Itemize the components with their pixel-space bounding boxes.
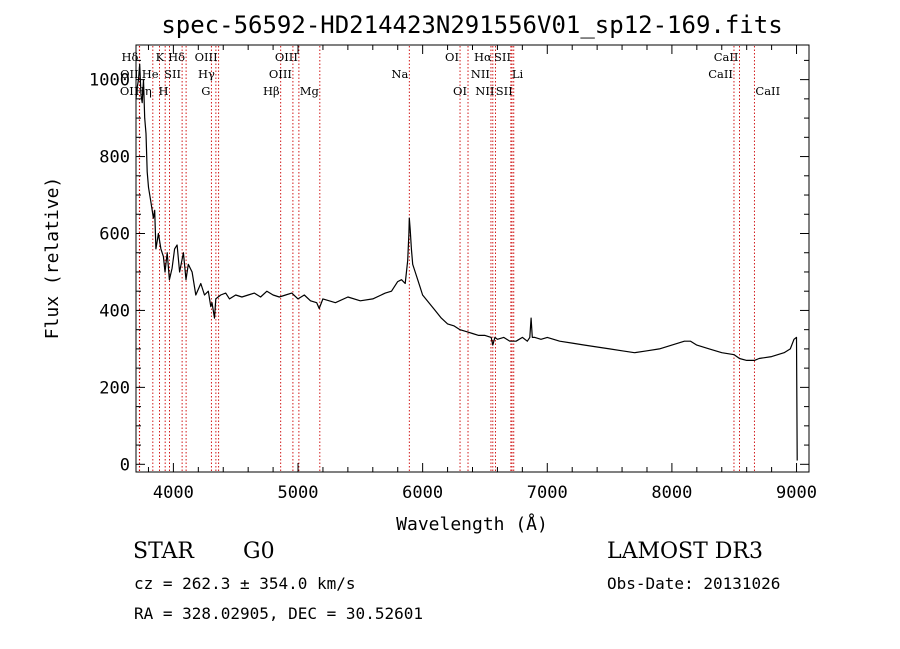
x-axis-label: Wavelength (Å) — [396, 513, 548, 535]
y-tick-label: 400 — [99, 301, 130, 321]
line-marker-label: SII — [164, 67, 181, 81]
line-marker-label: CaII — [755, 84, 780, 98]
y-tick-label: 0 — [120, 455, 130, 475]
redshift-text: cz = 262.3 ± 354.0 km/s — [134, 574, 356, 593]
line-marker-label: SII — [494, 50, 511, 64]
line-marker-label: H — [158, 84, 168, 98]
line-marker-label: Hβ — [263, 84, 280, 98]
x-tick-label: 5000 — [278, 483, 319, 503]
obs-date-text: Obs-Date: 20131026 — [607, 574, 781, 593]
chart-title: spec-56592-HD214423N291556V01_sp12-169.f… — [161, 11, 782, 39]
line-marker-label: Mg — [300, 84, 320, 98]
line-marker-label: OIII — [269, 67, 292, 81]
x-tick-label: 8000 — [651, 483, 692, 503]
object-class: STAR — [133, 539, 194, 564]
line-marker-label: OII — [120, 84, 139, 98]
line-marker-label: NII — [475, 84, 494, 98]
line-marker-label: Li — [512, 67, 524, 81]
line-marker-label: OIII — [275, 50, 298, 64]
line-marker-label: Hη — [135, 84, 152, 98]
line-marker-label: OI — [453, 84, 467, 98]
plot-frame — [135, 44, 810, 473]
y-axis-label: Flux (relative) — [42, 177, 63, 340]
line-marker-label: Hα — [474, 50, 492, 64]
line-marker-label: OII — [120, 67, 139, 81]
line-marker-label: Hδ — [168, 50, 185, 64]
line-marker-label: NII — [471, 67, 490, 81]
coordinates-text: RA = 328.02905, DEC = 30.52601 — [134, 604, 423, 623]
line-marker-label: Na — [391, 67, 408, 81]
line-marker-label: CaII — [708, 67, 733, 81]
line-marker-label: He — [142, 67, 159, 81]
x-tick-label: 7000 — [527, 483, 568, 503]
line-marker-label: K — [156, 50, 165, 64]
y-tick-label: 600 — [99, 224, 130, 244]
line-marker-label: CaII — [714, 50, 739, 64]
line-marker-label: Hδ — [122, 50, 139, 64]
survey-name: LAMOST DR3 — [607, 539, 763, 564]
y-tick-label: 800 — [99, 148, 130, 168]
line-markers — [138, 46, 755, 471]
axis-ticks: 4000 5000 6000 7000 8000 9000 0 200 400 600 800 100… — [89, 45, 817, 503]
x-tick-label: 4000 — [153, 483, 194, 503]
line-marker-label: SII — [496, 84, 513, 98]
object-subclass: G0 — [243, 539, 275, 564]
line-marker-label: Hγ — [198, 67, 215, 81]
line-marker-label: G — [201, 84, 210, 98]
x-tick-label: 9000 — [776, 483, 817, 503]
line-marker-label: OIII — [195, 50, 218, 64]
x-tick-label: 6000 — [402, 483, 443, 503]
y-tick-label: 1000 — [89, 71, 130, 91]
line-marker-label: OI — [445, 50, 459, 64]
y-tick-label: 200 — [99, 378, 130, 398]
spectrum-line — [135, 63, 798, 461]
